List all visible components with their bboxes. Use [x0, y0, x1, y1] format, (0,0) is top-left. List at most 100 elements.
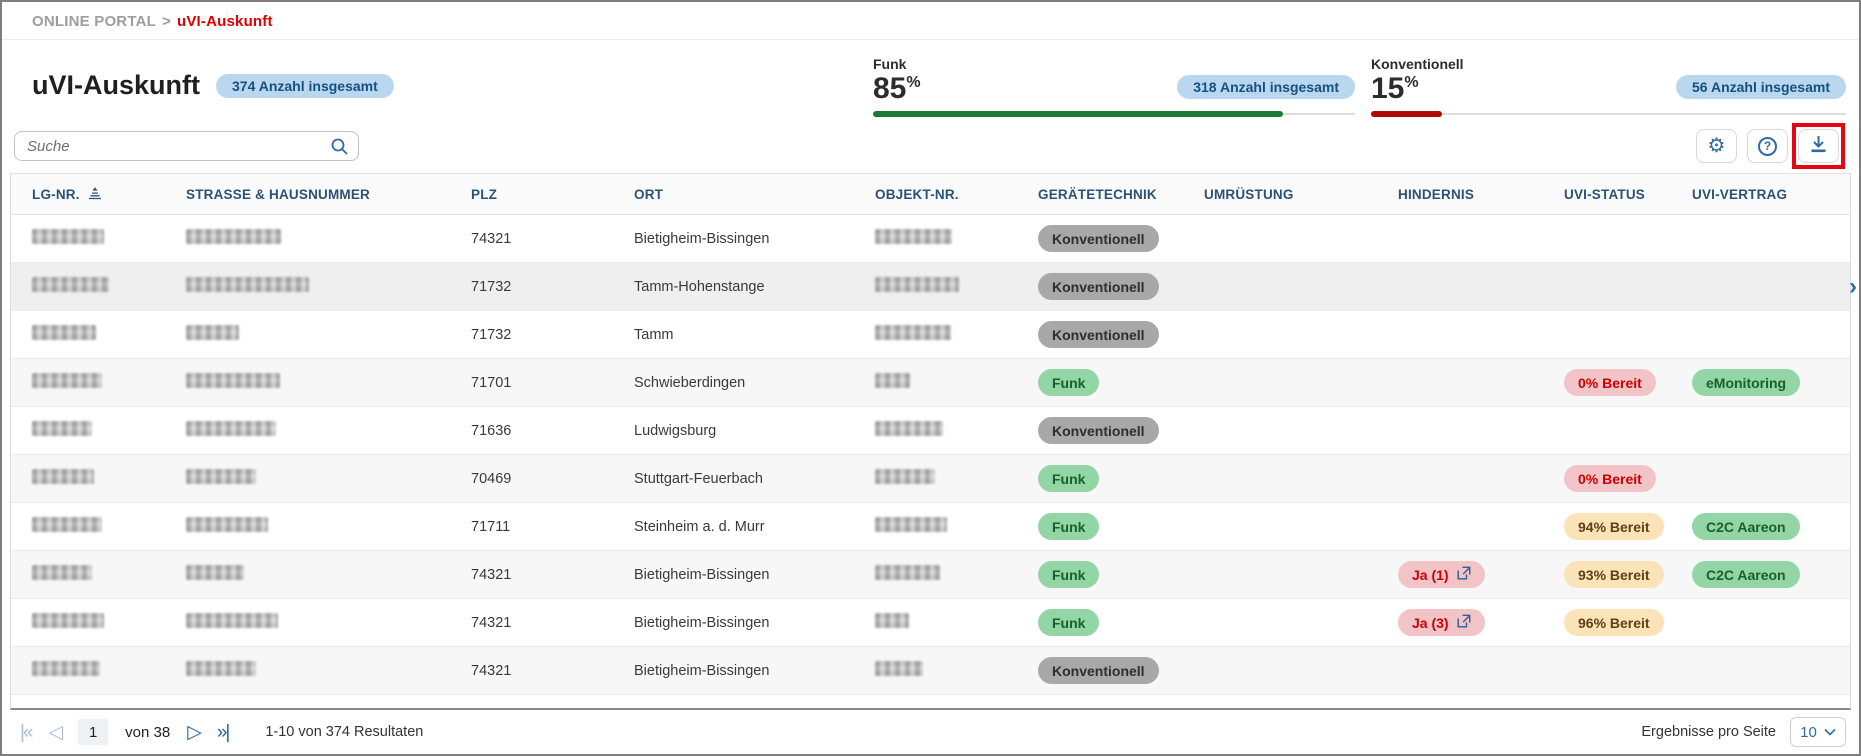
column-header-objekt-nr[interactable]: OBJEKT-NR. [875, 186, 959, 202]
plz-value: 71711 [471, 518, 511, 535]
geraetetechnik-badge: Konventionell [1038, 321, 1159, 348]
uvi-vertrag-badge: C2C Aareon [1692, 561, 1800, 588]
page-title: uVI-Auskunft [32, 70, 200, 100]
per-page-label: Ergebnisse pro Seite [1641, 724, 1776, 740]
search-box [14, 131, 359, 161]
ort-value: Tamm-Hohenstange [634, 278, 765, 295]
previous-page-icon[interactable]: ◁ [48, 721, 64, 743]
uvi-status-badge: 94% Bereit [1564, 513, 1664, 540]
plz-value: 74321 [471, 614, 512, 631]
plz-value: 71701 [471, 374, 512, 391]
stat-konventionell-value: 15% [1371, 72, 1419, 105]
table-row[interactable]: 74321 Bietigheim-Bissingen Konventionell [11, 647, 1850, 695]
strasse-redacted-value [186, 565, 244, 580]
last-page-icon[interactable]: »| [216, 721, 230, 743]
column-header-lg-nr[interactable]: LG-NR. [32, 186, 186, 203]
ort-value: Bietigheim-Bissingen [634, 662, 770, 679]
stat-konventionell-progressbar [1371, 111, 1846, 117]
plz-value: 74321 [471, 230, 512, 247]
hindernis-badge[interactable]: Ja (3) [1398, 609, 1485, 636]
results-table: LG-NR. STRASSE & HAUSNUMMER PLZ ORT OBJEKT-N… [10, 173, 1857, 710]
strasse-redacted-value [186, 421, 276, 436]
stat-funk-label: Funk [873, 56, 907, 72]
breadcrumb-root-link[interactable]: ONLINE PORTAL [32, 13, 156, 30]
gear-icon: ⚙ [1707, 135, 1726, 157]
uvi-status-badge: 93% Bereit [1564, 561, 1664, 588]
ort-value: Schwieberdingen [634, 374, 746, 391]
ort-value: Bietigheim-Bissingen [634, 614, 770, 631]
lg-nr-redacted-value [32, 565, 92, 580]
geraetetechnik-badge: Konventionell [1038, 417, 1159, 444]
breadcrumb-current: uVI-Auskunft [176, 13, 273, 30]
objekt-nr-redacted-value [875, 229, 952, 244]
stat-funk-value: 85% [873, 72, 921, 105]
column-header-hindernis[interactable]: HINDERNIS [1398, 186, 1475, 202]
lg-nr-redacted-value [32, 469, 94, 484]
ort-value: Bietigheim-Bissingen [634, 230, 770, 247]
lg-nr-redacted-value [32, 373, 102, 388]
table-row[interactable]: 74321 Bietigheim-Bissingen Funk Ja (3) 96% B… [11, 599, 1850, 647]
search-input[interactable] [14, 131, 359, 161]
table-row[interactable]: 71711 Steinheim a. d. Murr Funk 94% Bereit C… [11, 503, 1850, 551]
column-header-plz[interactable]: PLZ [471, 186, 498, 202]
strasse-redacted-value [186, 517, 268, 532]
table-row[interactable]: 71701 Schwieberdingen Funk 0% Bereit eMonito… [11, 359, 1850, 407]
geraetetechnik-badge: Funk [1038, 465, 1100, 492]
table-row[interactable]: 71636 Ludwigsburg Konventionell [11, 407, 1850, 455]
help-button[interactable]: ? [1747, 129, 1788, 163]
objekt-nr-redacted-value [875, 373, 910, 388]
hindernis-badge[interactable]: Ja (1) [1398, 561, 1485, 588]
ort-value: Steinheim a. d. Murr [634, 518, 765, 535]
row-chevron-icon[interactable]: › [1849, 272, 1857, 300]
column-header-umr-stung[interactable]: UMRÜSTUNG [1204, 186, 1294, 202]
column-header-ort[interactable]: ORT [634, 186, 664, 202]
objekt-nr-redacted-value [875, 565, 940, 580]
plz-value: 71732 [471, 326, 512, 343]
column-header-ger-tetechnik[interactable]: GERÄTETECHNIK [1038, 186, 1157, 202]
table-row[interactable]: 71732 Tamm Konventionell [11, 311, 1850, 359]
uvi-status-badge: 0% Bereit [1564, 465, 1656, 492]
first-page-icon[interactable]: |« [20, 721, 33, 743]
table-row[interactable]: 74321 Bietigheim-Bissingen Konventionell [11, 215, 1850, 263]
strasse-redacted-value [186, 373, 280, 388]
help-icon: ? [1758, 136, 1777, 156]
lg-nr-redacted-value [32, 661, 100, 676]
geraetetechnik-badge: Konventionell [1038, 273, 1159, 300]
plz-value: 74321 [471, 566, 512, 583]
stat-konventionell-label: Konventionell [1371, 56, 1464, 72]
external-link-icon [1456, 566, 1471, 584]
table-row[interactable]: 74321 Bietigheim-Bissingen Funk Ja (1) 93% B… [11, 551, 1850, 599]
search-icon[interactable] [330, 137, 349, 161]
stat-funk-count-badge: 318 Anzahl insgesamt [1177, 75, 1355, 99]
lg-nr-redacted-value [32, 517, 102, 532]
strasse-redacted-value [186, 325, 239, 340]
geraetetechnik-badge: Funk [1038, 513, 1100, 540]
strasse-redacted-value [186, 613, 278, 628]
plz-value: 74321 [471, 662, 512, 679]
geraetetechnik-badge: Funk [1038, 609, 1100, 636]
download-button[interactable] [1792, 123, 1845, 169]
stat-funk-progressbar [873, 111, 1355, 117]
per-page-select[interactable]: 10 [1790, 717, 1846, 747]
table-row[interactable]: 71732 Tamm-Hohenstange Konventionell › [11, 263, 1857, 311]
next-page-icon[interactable]: ▷ [187, 721, 202, 743]
geraetetechnik-badge: Konventionell [1038, 657, 1159, 684]
objekt-nr-redacted-value [875, 517, 947, 532]
objekt-nr-redacted-value [875, 661, 923, 676]
stat-funk: Funk 85% 318 Anzahl insgesamt [873, 56, 1355, 117]
column-header-uvi-vertrag[interactable]: UVI-VERTRAG [1692, 186, 1788, 202]
table-row[interactable]: 70469 Stuttgart-Feuerbach Funk 0% Bereit [11, 455, 1850, 503]
settings-button[interactable]: ⚙ [1696, 129, 1737, 163]
download-icon [1809, 135, 1828, 158]
strasse-redacted-value [186, 229, 281, 244]
ort-value: Bietigheim-Bissingen [634, 566, 770, 583]
plz-value: 70469 [471, 470, 512, 487]
column-header-uvi-status[interactable]: UVI-STATUS [1564, 186, 1645, 202]
table-body: 74321 Bietigheim-Bissingen Konventionell 71… [11, 215, 1857, 695]
uvi-vertrag-badge: eMonitoring [1692, 369, 1801, 396]
current-page-input[interactable]: 1 [78, 719, 109, 745]
page-header: uVI-Auskunft 374 Anzahl insgesamt Funk 8… [2, 40, 1859, 121]
strasse-redacted-value [186, 277, 309, 292]
column-header-strasse-hausnummer[interactable]: STRASSE & HAUSNUMMER [186, 186, 371, 202]
